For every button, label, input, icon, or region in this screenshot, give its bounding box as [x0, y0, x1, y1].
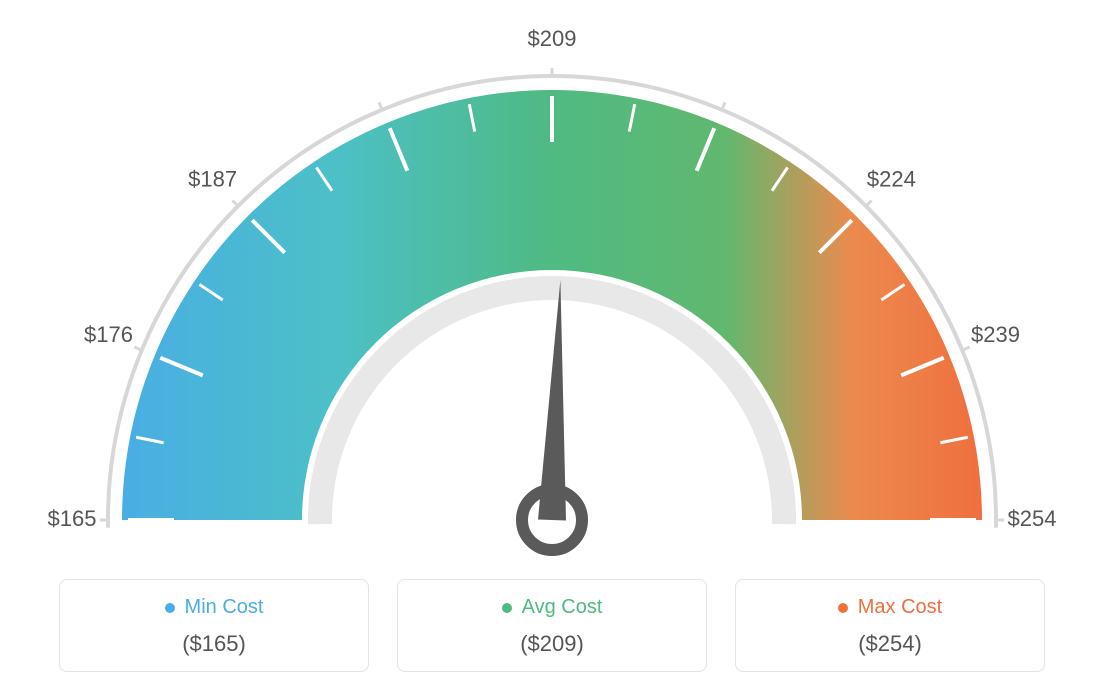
svg-text:$176: $176: [84, 322, 133, 347]
legend-row: Min Cost ($165) Avg Cost ($209) Max Cost…: [0, 579, 1104, 672]
svg-text:$254: $254: [1008, 506, 1057, 531]
legend-label-text: Max Cost: [858, 596, 942, 619]
svg-text:$165: $165: [48, 506, 97, 531]
gauge-svg: $165 $176 $187 $209 $224 $239 $254: [0, 0, 1104, 560]
legend-value-min: ($165): [60, 631, 368, 657]
legend-label-text: Min Cost: [185, 596, 264, 619]
legend-label-text: Avg Cost: [522, 596, 603, 619]
legend-value-max: ($254): [736, 631, 1044, 657]
gauge-chart: $165 $176 $187 $209 $224 $239 $254: [0, 0, 1104, 560]
dot-icon: [838, 603, 848, 613]
legend-label-avg: Avg Cost: [502, 596, 603, 619]
svg-text:$239: $239: [971, 322, 1020, 347]
legend-label-max: Max Cost: [838, 596, 942, 619]
legend-card-avg: Avg Cost ($209): [397, 579, 707, 672]
legend-label-min: Min Cost: [165, 596, 264, 619]
svg-text:$187: $187: [188, 166, 237, 191]
legend-value-avg: ($209): [398, 631, 706, 657]
svg-text:$224: $224: [867, 166, 916, 191]
legend-card-max: Max Cost ($254): [735, 579, 1045, 672]
legend-card-min: Min Cost ($165): [59, 579, 369, 672]
dot-icon: [502, 603, 512, 613]
svg-text:$209: $209: [528, 26, 577, 51]
dot-icon: [165, 603, 175, 613]
